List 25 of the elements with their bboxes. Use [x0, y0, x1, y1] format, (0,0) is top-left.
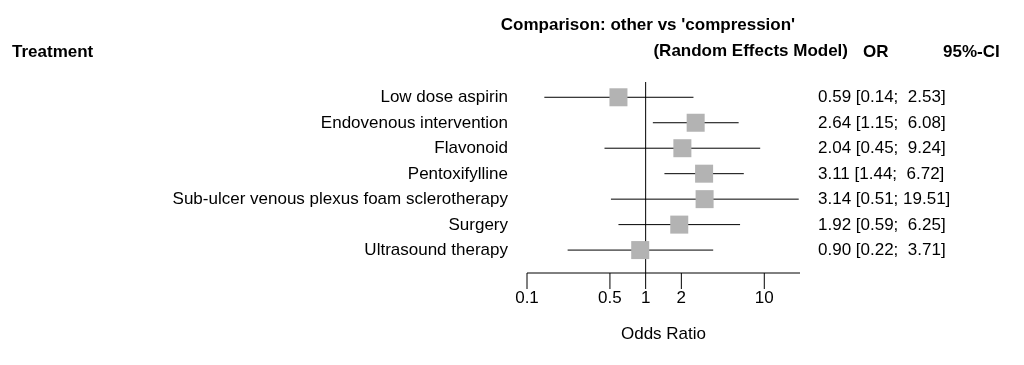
- data-label: 2.04 [0.45; 9.24]: [818, 137, 946, 160]
- chart-title: Comparison: other vs 'compression': [499, 14, 797, 36]
- y-tick-label: Pentoxifylline: [407, 162, 508, 185]
- data-label: 0.90 [0.22; 3.71]: [818, 239, 946, 262]
- x-tick-label: 1: [640, 288, 651, 308]
- y-tick-label: Surgery: [448, 213, 508, 236]
- x-tick-label: 0.5: [598, 288, 622, 308]
- y-tick-label: Low dose aspirin: [380, 86, 508, 109]
- y-tick-label: Sub-ulcer venous plexus foam sclerotherapy: [172, 188, 508, 211]
- text: OR: [863, 42, 889, 62]
- chart-subtitle: (Random Effects Model): [652, 40, 848, 62]
- x-tick-label: 2: [676, 288, 687, 308]
- text: 95%-CI: [943, 42, 1000, 62]
- data-label: 0.59 [0.14; 2.53]: [818, 86, 946, 109]
- x-tick-label: 0.1: [515, 288, 539, 308]
- data-label: 1.92 [0.59; 6.25]: [818, 213, 946, 236]
- data-label: 2.64 [1.15; 6.08]: [818, 111, 946, 134]
- y-tick-label: Ultrasound therapy: [364, 239, 508, 262]
- data-label: 3.11 [1.44; 6.72]: [818, 162, 945, 185]
- x-axis-title: Odds Ratio: [620, 324, 707, 343]
- y-tick-label: Endovenous intervention: [320, 111, 508, 134]
- text: Treatment: [12, 42, 94, 62]
- y-tick-label: Flavonoid: [434, 137, 508, 160]
- x-tick-label: 10: [754, 288, 774, 308]
- data-label: 3.14 [0.51; 19.51]: [818, 188, 951, 211]
